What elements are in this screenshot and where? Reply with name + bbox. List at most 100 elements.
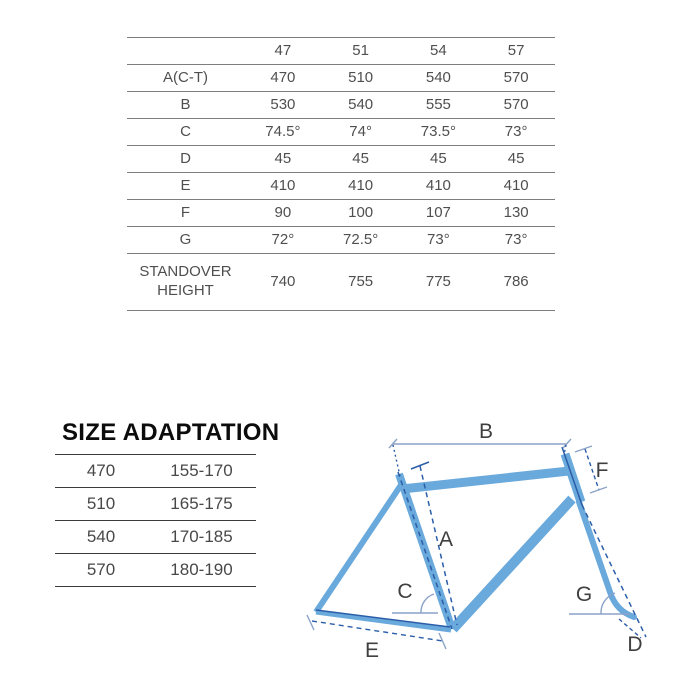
geometry-cell: 510 bbox=[348, 68, 374, 86]
dimension-b-extension-left bbox=[392, 444, 401, 477]
size-row: 510 165-175 bbox=[55, 487, 256, 520]
geometry-cell: 45 bbox=[274, 149, 292, 167]
dimension-b-tick-left bbox=[388, 438, 398, 449]
geometry-cell: 410 bbox=[503, 176, 529, 194]
geometry-cell: 570 bbox=[503, 68, 529, 86]
size-adaptation-title: SIZE ADAPTATION bbox=[62, 419, 280, 446]
rider-height-range: 155-170 bbox=[170, 461, 233, 480]
geometry-cell: 130 bbox=[503, 203, 529, 221]
angle-c-arc bbox=[420, 593, 435, 614]
geometry-cell: 45 bbox=[430, 149, 447, 167]
geometry-row-b: B 530 540 555 570 bbox=[127, 91, 555, 118]
geometry-cell: 45 bbox=[352, 149, 369, 167]
size-value: 510 bbox=[86, 494, 116, 513]
geometry-row-label: D bbox=[180, 149, 191, 167]
dimension-e-tick-right bbox=[438, 632, 447, 650]
geometry-cell: 410 bbox=[348, 176, 374, 194]
geometry-cell: 755 bbox=[348, 272, 374, 290]
geometry-row-c: C 74.5° 74° 73.5° 73° bbox=[127, 118, 555, 145]
geometry-row-label: F bbox=[180, 203, 191, 221]
steering-axis-extension bbox=[581, 504, 647, 638]
diagram-label-d: D bbox=[627, 633, 642, 656]
geometry-cell: 100 bbox=[348, 203, 374, 221]
geometry-cell: 570 bbox=[503, 95, 529, 113]
geometry-row-standover: STANDOVER HEIGHT 740 755 775 786 bbox=[127, 253, 555, 310]
size-value: 470 bbox=[86, 461, 116, 480]
geometry-table: 47 51 54 57 A(C-T) 470 510 540 570 B 530… bbox=[127, 37, 555, 311]
dimension-d-line bbox=[618, 618, 642, 639]
geometry-cell: 540 bbox=[348, 95, 374, 113]
dimension-a-tick bbox=[410, 461, 430, 470]
geometry-cell: 73° bbox=[504, 122, 528, 140]
geometry-cell: 45 bbox=[507, 149, 525, 167]
dimension-b-tick-right bbox=[562, 438, 572, 449]
dimension-a-line bbox=[419, 465, 458, 626]
geometry-row-e: E 410 410 410 410 bbox=[127, 172, 555, 199]
geometry-cell: 90 bbox=[274, 203, 292, 221]
dimension-e-tick-left bbox=[306, 614, 315, 631]
geometry-cell: 786 bbox=[503, 272, 529, 290]
geometry-cell: 74.5° bbox=[265, 122, 301, 140]
geometry-header-size: 54 bbox=[430, 41, 447, 59]
geometry-row-label: A(C-T) bbox=[163, 68, 208, 86]
geometry-row-a: A(C-T) 470 510 540 570 bbox=[127, 64, 555, 91]
geometry-cell: 530 bbox=[270, 95, 296, 113]
geometry-cell: 740 bbox=[270, 272, 296, 290]
dimension-f-tick-bottom bbox=[589, 486, 608, 494]
dimension-e-line bbox=[311, 620, 444, 642]
size-row: 570 180-190 bbox=[55, 553, 256, 586]
geometry-row-label: C bbox=[180, 122, 191, 140]
diagram-label-e: E bbox=[365, 639, 379, 662]
geometry-header-size: 57 bbox=[507, 41, 525, 59]
steering-axis-line bbox=[561, 446, 583, 506]
top-tube bbox=[401, 466, 570, 494]
geometry-row-g: G 72° 72.5° 73° 73° bbox=[127, 226, 555, 253]
diagram-label-f: F bbox=[596, 459, 609, 482]
seat-tube-axis-line bbox=[397, 471, 453, 630]
geometry-row-label: G bbox=[179, 230, 192, 248]
rider-height-range: 180-190 bbox=[170, 560, 233, 579]
geometry-cell: 73.5° bbox=[420, 122, 456, 140]
geometry-cell: 540 bbox=[425, 68, 451, 86]
geometry-header-row: 47 51 54 57 bbox=[127, 37, 555, 64]
diagram-label-g: G bbox=[576, 583, 592, 606]
fork bbox=[576, 499, 637, 620]
geometry-cell: 72° bbox=[271, 230, 295, 248]
geometry-cell: 555 bbox=[425, 95, 451, 113]
size-row: 470 155-170 bbox=[55, 454, 256, 487]
dimension-f-line bbox=[584, 448, 600, 491]
size-value: 540 bbox=[86, 527, 116, 546]
size-row: 540 170-185 bbox=[55, 520, 256, 553]
angle-g-arc bbox=[600, 592, 616, 615]
geometry-cell: 410 bbox=[425, 176, 451, 194]
geometry-cell: 74° bbox=[349, 122, 372, 140]
geometry-cell: 470 bbox=[270, 68, 296, 86]
geometry-cell: 107 bbox=[425, 203, 451, 221]
dimension-b-extension-right bbox=[563, 444, 567, 456]
dimension-f-tick-top bbox=[574, 445, 593, 453]
geometry-row-label: B bbox=[180, 95, 191, 113]
down-tube bbox=[449, 495, 576, 633]
chain-stay bbox=[315, 609, 452, 633]
geometry-cell: 73° bbox=[427, 230, 450, 248]
rider-height-range: 170-185 bbox=[170, 527, 233, 546]
geometry-header-size: 47 bbox=[274, 41, 292, 59]
geometry-row-d: D 45 45 45 45 bbox=[127, 145, 555, 172]
rider-height-range: 165-175 bbox=[170, 494, 233, 513]
seat-stay bbox=[313, 483, 404, 614]
geometry-cell: 72.5° bbox=[343, 230, 379, 248]
geometry-row-label: E bbox=[180, 176, 191, 194]
diagram-label-b: B bbox=[479, 420, 493, 443]
geometry-cell: 73° bbox=[504, 230, 528, 248]
diagram-label-a: A bbox=[439, 528, 453, 551]
diagram-label-c: C bbox=[397, 580, 412, 603]
chain-stay-accent-line bbox=[315, 609, 451, 628]
geometry-row-label: STANDOVER HEIGHT bbox=[139, 263, 232, 299]
size-value: 570 bbox=[86, 560, 116, 579]
geometry-header-size: 51 bbox=[352, 41, 369, 59]
geometry-cell: 410 bbox=[270, 176, 296, 194]
geometry-cell: 775 bbox=[425, 272, 451, 290]
size-adaptation-table: 470 155-170 510 165-175 540 170-185 570 … bbox=[55, 454, 256, 587]
geometry-row-f: F 90 100 107 130 bbox=[127, 199, 555, 226]
